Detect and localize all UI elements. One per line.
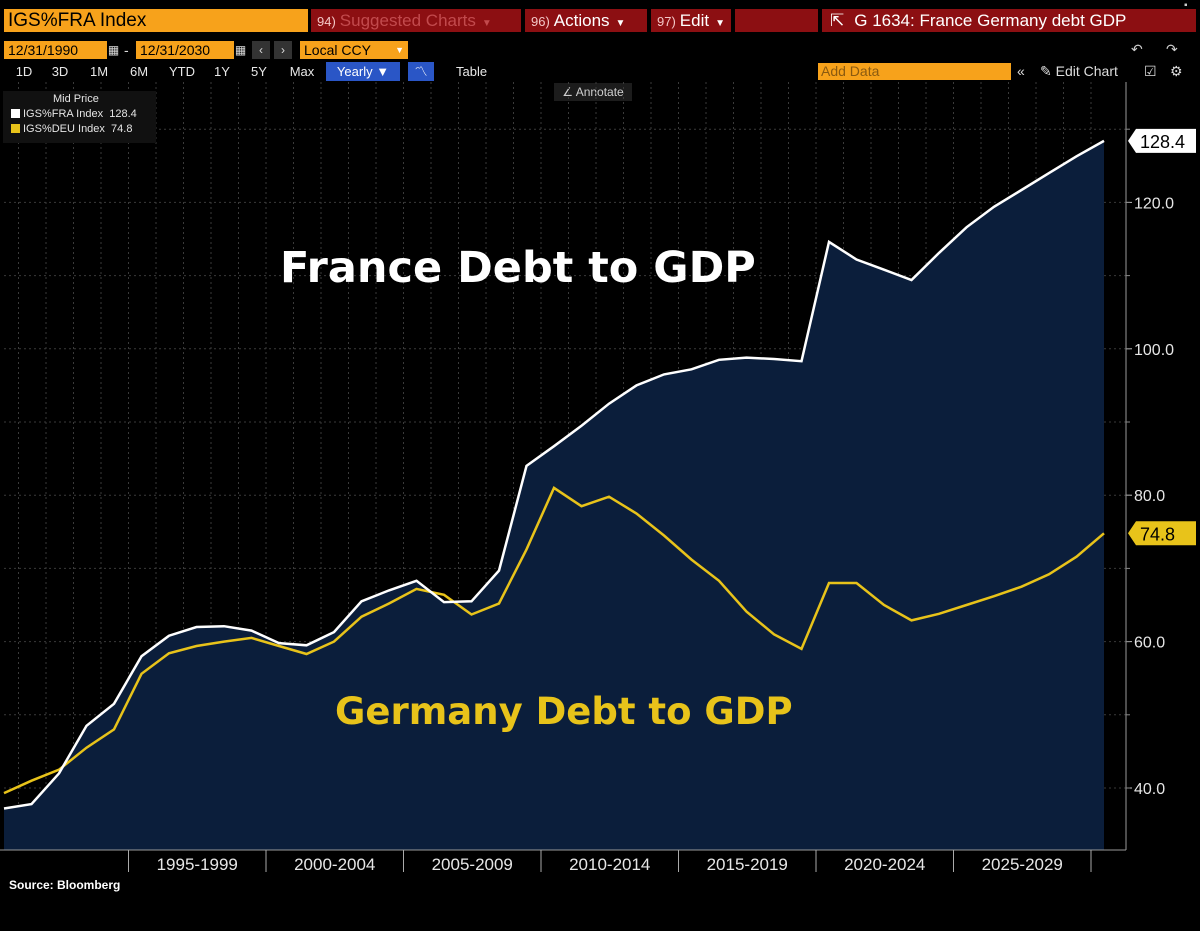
caret-down-icon: ▼ (715, 18, 725, 29)
line-chart-icon[interactable]: 〽 (408, 62, 434, 81)
legend-swatch (11, 124, 20, 133)
pencil-icon: ✎ (1040, 63, 1052, 79)
y-axis: 40.0 60.0 80.0 100.0 120.0 (1125, 82, 1174, 850)
marker-box (1128, 128, 1196, 153)
collapse-icon[interactable]: « (1017, 63, 1025, 79)
undo-icon[interactable]: ↶ (1131, 41, 1143, 57)
period-5y[interactable]: 5Y (251, 64, 267, 79)
x-tick-label: 2000-2004 (294, 855, 375, 874)
frequency-select[interactable]: Yearly ▼ (326, 62, 400, 81)
period-6m[interactable]: 6M (129, 64, 149, 79)
germany-last-value: 74.8 (1128, 521, 1196, 546)
marker-label: 128.4 (1140, 132, 1185, 152)
x-tick-label: 2020-2024 (844, 855, 925, 874)
ticker-field[interactable]: IGS%FRA Index (4, 9, 308, 32)
period-max[interactable]: Max (289, 64, 315, 79)
y-tick-label: 100.0 (1134, 342, 1174, 359)
period-bar: 1D 3D 1M 6M YTD 1Y 5Y Max Yearly ▼ 〽 Tab… (0, 61, 1200, 81)
legend-item-france: IGS%FRA Index 128.4 (11, 108, 137, 120)
france-annotation: France Debt to GDP (280, 243, 756, 293)
legend-header: Mid Price (53, 93, 99, 105)
legend: Mid Price IGS%FRA Index 128.4 IGS%DEU In… (3, 91, 156, 143)
redo-icon[interactable]: ↷ (1166, 41, 1178, 57)
suggested-charts-menu[interactable]: 94) Suggested Charts ▼ (311, 9, 521, 32)
edit-menu[interactable]: 97) Edit ▼ (651, 9, 731, 32)
menu-number: 94) (317, 14, 336, 29)
caret-down-icon: ▼ (615, 18, 626, 29)
x-tick-label: 2015-2019 (707, 855, 788, 874)
germany-series-line (3, 486, 1105, 795)
caret-down-icon: ▼ (395, 45, 404, 55)
menu-spacer (735, 9, 818, 32)
actions-menu[interactable]: 96) Actions ▼ (525, 9, 647, 32)
france-area-fill (4, 140, 1104, 850)
start-date-input[interactable]: 12/31/1990 (4, 41, 107, 59)
y-tick-label: 80.0 (1134, 488, 1165, 505)
x-tick-label: 2005-2009 (432, 855, 513, 874)
x-tick-label: 1995-1999 (157, 855, 238, 874)
period-1m[interactable]: 1M (89, 64, 109, 79)
chart-title: G 1634: France Germany debt GDP (854, 11, 1127, 30)
edit-icon[interactable]: ☑ (1144, 63, 1157, 79)
legend-swatch (11, 109, 20, 118)
range-separator: - (124, 42, 129, 58)
germany-annotation: Germany Debt to GDP (335, 690, 793, 733)
command-bar: IGS%FRA Index 94) Suggested Charts ▼ 96) Ac… (0, 0, 1200, 40)
calendar-icon[interactable]: ▦ (234, 41, 247, 59)
period-3d[interactable]: 3D (51, 64, 69, 79)
end-date-input[interactable]: 12/31/2030 (136, 41, 234, 59)
next-arrow-icon[interactable]: › (274, 41, 292, 59)
menu-label: Suggested Charts (339, 11, 476, 30)
legend-label: IGS%DEU Index (23, 123, 105, 135)
menu-label: Actions (553, 11, 610, 30)
calendar-icon[interactable]: ▦ (107, 41, 120, 59)
table-button[interactable]: Table (456, 64, 488, 79)
edit-chart-label: Edit Chart (1055, 63, 1118, 79)
y-tick-label: 60.0 (1134, 635, 1165, 652)
pencil-icon: ∠ (562, 85, 574, 99)
france-last-value: 128.4 (1128, 128, 1196, 153)
x-axis: 1995-1999 2000-2004 2005-2009 2010-2014 2015… (0, 849, 1126, 874)
edit-chart-button[interactable]: ✎ Edit Chart (1040, 62, 1118, 81)
legend-value: 74.8 (111, 123, 133, 135)
legend-item-germany: IGS%DEU Index 74.8 (11, 123, 132, 135)
period-1d[interactable]: 1D (15, 64, 33, 79)
settings-icon[interactable]: ⚙ (1170, 63, 1183, 79)
more-icon[interactable]: ▪ (1184, 0, 1188, 11)
annotate-button[interactable]: ∠ Annotate (554, 83, 632, 101)
chart-title-bar[interactable]: ⇱ G 1634: France Germany debt GDP (822, 9, 1196, 32)
y-tick-label: 120.0 (1134, 195, 1174, 212)
annotate-label: Annotate (575, 85, 624, 99)
currency-select[interactable]: Local CCY ▼ (300, 41, 408, 59)
y-tick-label: 40.0 (1134, 781, 1165, 798)
period-1y[interactable]: 1Y (214, 64, 230, 79)
prev-arrow-icon[interactable]: ‹ (252, 41, 270, 59)
menu-label: Edit (679, 11, 710, 30)
menu-number: 97) (657, 14, 676, 29)
caret-down-icon: ▼ (481, 18, 492, 29)
marker-box (1128, 521, 1196, 546)
menu-number: 96) (531, 14, 550, 29)
currency-label: Local CCY (304, 42, 371, 58)
launch-icon[interactable]: ⇱ (830, 11, 845, 30)
x-tick-label: 2025-2029 (982, 855, 1063, 874)
source-note: Source: Bloomberg (9, 878, 121, 892)
period-ytd[interactable]: YTD (169, 64, 195, 79)
legend-value: 128.4 (109, 108, 137, 120)
france-series-line (3, 139, 1105, 810)
x-tick-label: 2010-2014 (569, 855, 650, 874)
legend-label: IGS%FRA Index (23, 108, 104, 120)
add-data-input[interactable]: Add Data (818, 63, 1011, 80)
date-range-bar: 12/31/1990 ▦ - 12/31/2030 ▦ ‹ › Local CC… (0, 40, 1200, 60)
last-value-markers: 128.4 74.8 (1128, 128, 1196, 546)
marker-label: 74.8 (1140, 524, 1175, 544)
